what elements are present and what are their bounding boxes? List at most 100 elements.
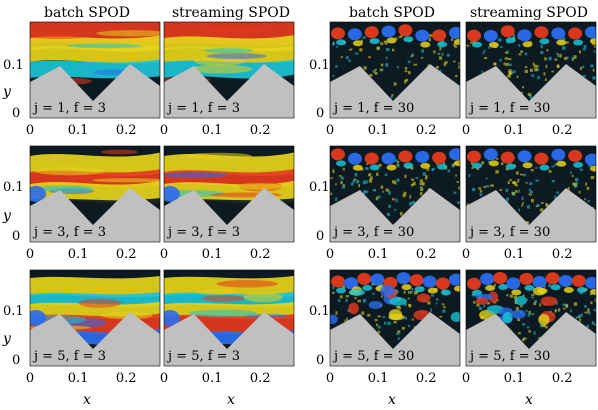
- x-tick-0.2: 0.2: [250, 371, 271, 386]
- y-axis-label: y: [2, 208, 12, 224]
- spod-mode-panel: [466, 22, 596, 118]
- cavity-geometry: [466, 64, 596, 118]
- y-tick-0: 0: [316, 353, 324, 368]
- panel-label: j = 1, f = 3: [166, 101, 240, 116]
- panel-label: j = 3, f = 30: [332, 225, 414, 240]
- x-tick-0.2: 0.2: [416, 123, 437, 138]
- x-tick-0: 0: [462, 247, 470, 262]
- x-tick-0.1: 0.1: [504, 247, 525, 262]
- spod-mode-panel: [466, 146, 596, 242]
- x-tick-0.2: 0.2: [552, 123, 573, 138]
- column-title-batch-low: batch SPOD: [44, 5, 130, 21]
- y-tick-0: 0: [12, 353, 20, 368]
- x-tick-0.1: 0.1: [202, 247, 223, 262]
- x-tick-0.1: 0.1: [68, 371, 89, 386]
- x-tick-0.1: 0.1: [368, 247, 389, 262]
- x-tick-0.2: 0.2: [552, 371, 573, 386]
- x-tick-0.2: 0.2: [416, 247, 437, 262]
- column-title-streaming-high: streaming SPOD: [470, 5, 588, 21]
- x-tick-0: 0: [160, 123, 168, 138]
- spod-mode-panel: [164, 146, 294, 242]
- panel-label: j = 5, f = 30: [468, 349, 550, 364]
- x-axis-label: x: [525, 392, 533, 408]
- spod-mode-panel: [30, 270, 160, 366]
- cavity-geometry: [164, 312, 294, 366]
- y-tick-0: 0: [316, 229, 324, 244]
- x-tick-0.1: 0.1: [368, 123, 389, 138]
- panel-frame: [329, 269, 461, 367]
- x-tick-0.2: 0.2: [116, 123, 137, 138]
- y-axis-row-1: 0.1 0 y 0.1 0: [2, 58, 330, 121]
- x-tick-0.1: 0.1: [68, 123, 89, 138]
- x-tick-0.1: 0.1: [202, 371, 223, 386]
- x-tick-labels: 0 0.1 0.2 0 0.1 0.2 0 0.1 0.2 0 0.1 0.2 0 0.1 0.2 0 0.1 0…: [26, 123, 573, 386]
- x-axis-label: x: [227, 392, 235, 408]
- column-title-streaming-low: streaming SPOD: [172, 5, 290, 21]
- y-axis-label: y: [2, 84, 12, 100]
- panel-frame: [163, 269, 295, 367]
- column-title-batch-high: batch SPOD: [349, 5, 435, 21]
- x-tick-0.2: 0.2: [552, 247, 573, 262]
- cavity-geometry: [164, 64, 294, 118]
- panel-label: j = 5, f = 3: [32, 349, 106, 364]
- spod-mode-panel: [330, 146, 460, 242]
- x-tick-0: 0: [462, 371, 470, 386]
- cavity-geometry: [30, 312, 160, 366]
- y-axis-row-2: 0.1 0 y 0.1 0: [2, 180, 330, 244]
- y-tick-0.1: 0.1: [3, 304, 24, 319]
- cavity-geometry: [466, 312, 596, 366]
- panel-label: j = 3, f = 30: [468, 225, 550, 240]
- y-tick-0.1: 0.1: [3, 58, 24, 73]
- spod-mode-panel: [164, 270, 294, 366]
- panel-grid: j = 1, f = 3 j = 1, f = 3 j = 1, f = 30 j =…: [29, 21, 597, 367]
- spod-mode-panel: [330, 270, 460, 366]
- panel-label: j = 5, f = 30: [332, 349, 414, 364]
- cavity-geometry: [330, 64, 460, 118]
- y-tick-0: 0: [12, 106, 20, 121]
- panel-frame: [29, 269, 161, 367]
- cavity-geometry: [330, 312, 460, 366]
- x-tick-0.2: 0.2: [116, 247, 137, 262]
- x-axis-label: x: [83, 392, 91, 408]
- panel-frame: [163, 21, 295, 119]
- y-tick-0: 0: [316, 106, 324, 121]
- panel-frame: [329, 145, 461, 243]
- panel-label: j = 3, f = 3: [166, 225, 240, 240]
- x-tick-0: 0: [462, 123, 470, 138]
- x-tick-0: 0: [26, 371, 34, 386]
- x-tick-0.1: 0.1: [504, 371, 525, 386]
- cavity-geometry: [164, 188, 294, 242]
- panel-label: j = 1, f = 3: [32, 101, 106, 116]
- panel-label: j = 5, f = 3: [166, 349, 240, 364]
- x-tick-0: 0: [326, 371, 334, 386]
- x-tick-0: 0: [160, 247, 168, 262]
- x-tick-0: 0: [26, 247, 34, 262]
- x-tick-0: 0: [326, 247, 334, 262]
- spod-mode-panel: [466, 270, 596, 366]
- x-tick-0.2: 0.2: [250, 123, 271, 138]
- x-tick-0: 0: [326, 123, 334, 138]
- panel-frame: [29, 21, 161, 119]
- x-tick-0.1: 0.1: [68, 247, 89, 262]
- x-axis-label: x: [388, 392, 396, 408]
- cavity-geometry: [30, 188, 160, 242]
- y-axis-label: y: [2, 331, 12, 347]
- panel-frame: [465, 269, 597, 367]
- panel-frame: [329, 21, 461, 119]
- spod-mode-panel: [30, 146, 160, 242]
- y-tick-0: 0: [12, 229, 20, 244]
- cavity-geometry: [330, 188, 460, 242]
- x-tick-0.2: 0.2: [250, 247, 271, 262]
- y-axis-row-3: 0.1 0 y 0.1 0: [2, 304, 330, 368]
- cavity-geometry: [466, 188, 596, 242]
- panel-label: j = 1, f = 30: [332, 101, 414, 116]
- panel-frame: [29, 145, 161, 243]
- x-tick-0.1: 0.1: [202, 123, 223, 138]
- spod-mode-panel: [164, 22, 294, 118]
- x-tick-0.2: 0.2: [416, 371, 437, 386]
- y-tick-0.1: 0.1: [309, 58, 330, 73]
- x-tick-0.2: 0.2: [116, 371, 137, 386]
- panel-frame: [465, 21, 597, 119]
- spod-mode-panel: [330, 22, 460, 118]
